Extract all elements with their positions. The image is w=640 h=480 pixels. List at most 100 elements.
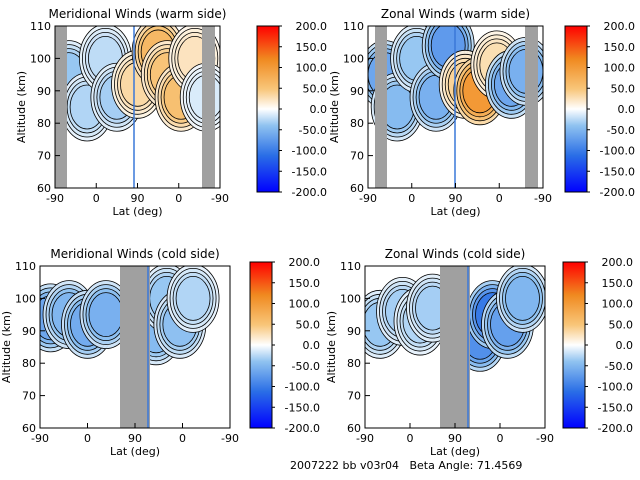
- colorbar-tick-label: -50.0: [605, 360, 633, 373]
- colorbar-tick-label: -50.0: [299, 124, 327, 137]
- x-axis-label: Lat (deg): [431, 205, 481, 218]
- footer-caption: 2007222 bb v03r04 Beta Angle: 71.4569: [290, 459, 523, 472]
- x-axis-label: Lat (deg): [110, 445, 160, 458]
- chart-title: Zonal Winds (cold side): [385, 247, 526, 261]
- y-tick-label: 100: [15, 292, 36, 305]
- x-tick-label: -90: [31, 432, 49, 445]
- colorbar: [249, 261, 273, 429]
- colorbar-tick-label: -200.0: [598, 422, 633, 435]
- colorbar-tick-label: -150.0: [285, 401, 320, 414]
- x-tick-label: 90: [448, 432, 462, 445]
- y-tick-label: 80: [347, 357, 361, 370]
- chart-panel: Zonal Winds (cold side) 60 70 80 90 100 110 -90…: [325, 247, 633, 458]
- colorbar-tick-label: -100.0: [285, 381, 320, 394]
- colorbar-tick-label: 0.0: [616, 339, 634, 352]
- colorbar-tick-label: -150.0: [598, 401, 633, 414]
- colorbar-tick-label: 200.0: [296, 20, 328, 33]
- wind-cell: [505, 275, 540, 321]
- x-tick-label: -90: [356, 432, 374, 445]
- colorbar-tick-label: 200.0: [602, 256, 634, 269]
- no-data-band: [55, 26, 67, 188]
- y-tick-label: 60: [37, 182, 51, 195]
- colorbar-tick-label: 50.0: [609, 318, 634, 331]
- colorbar-tick-label: -200.0: [285, 422, 320, 435]
- colorbar-tick-label: 50.0: [296, 318, 321, 331]
- y-axis-label: Altitude (km): [325, 311, 338, 383]
- colorbar-tick-label: -200.0: [600, 186, 635, 199]
- x-tick-label: 0: [496, 192, 503, 205]
- x-tick-label: 90: [449, 192, 463, 205]
- x-axis-label: Lat (deg): [113, 205, 163, 218]
- y-tick-label: 100: [343, 52, 364, 65]
- colorbar: [564, 25, 588, 193]
- y-tick-label: 110: [340, 260, 361, 273]
- colorbar-tick-label: 0.0: [618, 103, 636, 116]
- colorbar-tick-label: 150.0: [602, 277, 634, 290]
- y-tick-label: 80: [22, 357, 36, 370]
- colorbar-tick-label: -100.0: [598, 381, 633, 394]
- colorbar-tick-label: 100.0: [289, 298, 321, 311]
- colorbar-tick-label: -150.0: [600, 165, 635, 178]
- colorbar: [562, 261, 586, 429]
- y-tick-label: 90: [37, 85, 51, 98]
- x-tick-label: 0: [175, 192, 182, 205]
- colorbar-tick-label: -200.0: [292, 186, 327, 199]
- x-tick-label: 0: [93, 192, 100, 205]
- y-tick-label: 110: [343, 20, 364, 33]
- no-data-band: [440, 266, 470, 428]
- y-tick-label: 70: [37, 150, 51, 163]
- colorbar-tick-label: 0.0: [303, 339, 321, 352]
- wind-contours: [365, 266, 545, 372]
- wind-contours: [40, 266, 220, 366]
- no-data-band: [120, 266, 150, 428]
- wind-cell: [88, 292, 124, 338]
- colorbar-tick-label: -150.0: [292, 165, 327, 178]
- colorbar-tick-label: 100.0: [296, 62, 328, 75]
- y-tick-label: 90: [350, 85, 364, 98]
- x-tick-label: 0: [407, 432, 414, 445]
- wind-cell: [175, 275, 211, 321]
- x-tick-label: 90: [128, 432, 142, 445]
- chart-panel: Meridional Winds (cold side) 60 70 80 90 100 1…: [0, 247, 320, 458]
- colorbar-tick-label: -100.0: [292, 145, 327, 158]
- no-data-band: [202, 26, 215, 188]
- x-tick-label: -90: [534, 192, 552, 205]
- y-tick-label: 60: [350, 182, 364, 195]
- y-tick-label: 80: [350, 117, 364, 130]
- colorbar-tick-label: 200.0: [604, 20, 636, 33]
- y-tick-label: 90: [22, 325, 36, 338]
- colorbar-tick-label: -50.0: [607, 124, 635, 137]
- colorbar: [256, 25, 280, 193]
- colorbar-tick-label: -100.0: [600, 145, 635, 158]
- y-tick-label: 70: [22, 390, 36, 403]
- y-tick-label: 110: [15, 260, 36, 273]
- x-tick-label: 90: [131, 192, 145, 205]
- y-tick-label: 90: [347, 325, 361, 338]
- x-tick-label: 0: [497, 432, 504, 445]
- x-tick-label: -90: [359, 192, 377, 205]
- y-tick-label: 60: [22, 422, 36, 435]
- colorbar-tick-label: 200.0: [289, 256, 321, 269]
- chart-title: Meridional Winds (cold side): [50, 247, 219, 261]
- colorbar-tick-label: 50.0: [611, 82, 636, 95]
- y-tick-label: 100: [340, 292, 361, 305]
- chart-title: Zonal Winds (warm side): [381, 7, 530, 21]
- no-data-band: [375, 26, 387, 188]
- x-tick-label: -90: [46, 192, 64, 205]
- x-tick-label: 0: [179, 432, 186, 445]
- x-axis-label: Lat (deg): [430, 445, 480, 458]
- colorbar-tick-label: 100.0: [604, 62, 636, 75]
- y-tick-label: 70: [350, 150, 364, 163]
- x-tick-label: -90: [221, 432, 239, 445]
- y-tick-label: 70: [347, 390, 361, 403]
- y-tick-label: 110: [30, 20, 51, 33]
- chart-panel: Zonal Winds (warm side) 60 70 80 90 100 110 -90…: [328, 7, 635, 218]
- colorbar-tick-label: 0.0: [310, 103, 328, 116]
- y-axis-label: Altitude (km): [328, 71, 341, 143]
- colorbar-tick-label: 150.0: [604, 41, 636, 54]
- colorbar-tick-label: 50.0: [303, 82, 328, 95]
- chart-panel: Meridional Winds (warm side) 60 70 80 90 100 1…: [15, 7, 327, 218]
- y-tick-label: 100: [30, 52, 51, 65]
- x-tick-label: 0: [84, 432, 91, 445]
